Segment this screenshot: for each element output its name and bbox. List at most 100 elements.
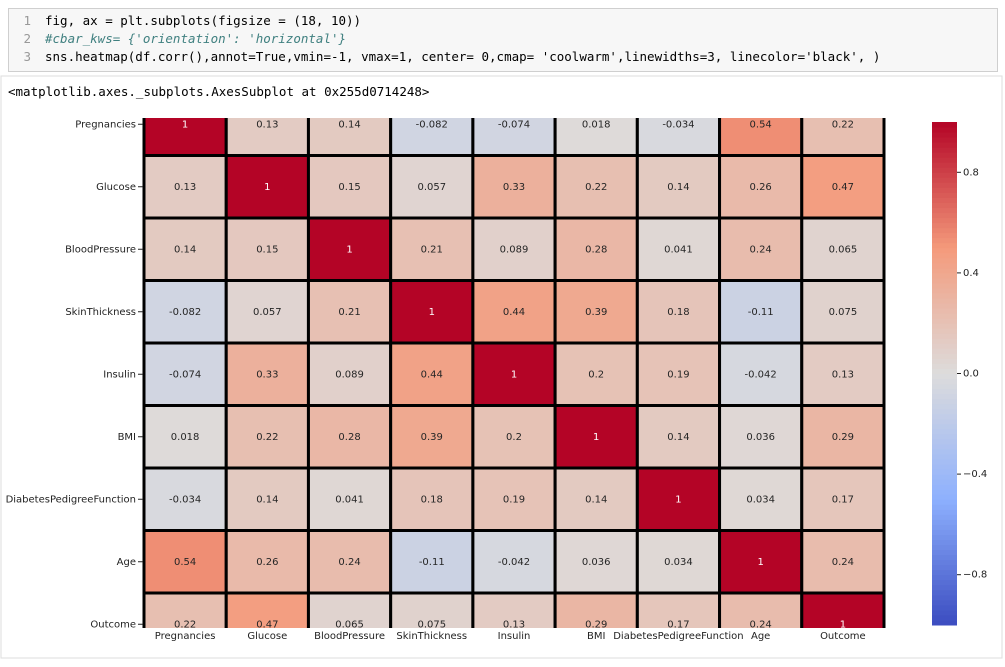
cell-label: -0.042 — [745, 369, 777, 380]
cell — [389, 154, 475, 220]
cell-label: -0.11 — [419, 557, 445, 568]
colorbar-segment — [932, 448, 957, 455]
y-tick-label: Age — [117, 557, 136, 568]
cell — [553, 154, 639, 220]
y-tick-label: SkinThickness — [65, 307, 136, 318]
colorbar-segment — [932, 182, 957, 188]
cell — [635, 279, 722, 345]
colorbar-segment — [932, 267, 957, 274]
colorbar-segment — [932, 147, 957, 153]
cell — [142, 154, 228, 220]
cell — [389, 466, 475, 532]
colorbar-segment — [932, 368, 957, 374]
cell-label: 0.22 — [256, 432, 278, 443]
cell-label: 1 — [264, 182, 270, 193]
cell — [471, 341, 557, 407]
cell-label: 0.54 — [750, 119, 772, 130]
colorbar-segment — [932, 363, 957, 369]
y-tick-label: DiabetesPedigreeFunction — [6, 494, 136, 505]
code-cell[interactable]: 1 2 3 fig, ax = plt.subplots(figsize = (… — [8, 8, 998, 72]
colorbar-segment — [932, 217, 957, 224]
x-tick-label: Pregnancies — [155, 631, 216, 642]
colorbar-segment — [932, 393, 957, 400]
cell — [224, 404, 310, 470]
cell-label: 0.28 — [585, 244, 607, 255]
colorbar-segment — [932, 157, 957, 163]
colorbar-segment — [932, 373, 957, 380]
cell-label: 0.18 — [421, 494, 443, 505]
cell — [800, 404, 886, 470]
colorbar-segment — [932, 403, 957, 410]
colorbar-segment — [932, 187, 957, 193]
cell-label: 0.15 — [338, 182, 360, 193]
colorbar-segment — [932, 504, 957, 510]
cell — [142, 279, 228, 345]
colorbar-segment — [932, 177, 957, 183]
cell — [635, 529, 722, 595]
cell — [142, 216, 228, 282]
cell-label: 0.33 — [503, 182, 525, 193]
colorbar-tick-label: −0.4 — [963, 469, 987, 480]
colorbar-segment — [932, 242, 957, 249]
cell-label: 0.036 — [746, 432, 775, 443]
colorbar-segment — [932, 474, 957, 480]
cell-label: 0.24 — [750, 244, 772, 255]
x-tick-label: BMI — [587, 631, 605, 642]
x-tick-label: SkinThickness — [396, 631, 467, 642]
colorbar-segment — [932, 594, 957, 601]
cell-label: 0.13 — [256, 119, 278, 130]
cell-label: 0.089 — [500, 244, 529, 255]
cell — [142, 591, 228, 628]
cell-label: 0.14 — [338, 119, 360, 130]
colorbar-segment — [932, 358, 957, 364]
colorbar-segment — [932, 614, 957, 621]
cell — [718, 529, 804, 595]
cell-label: 0.14 — [585, 494, 607, 505]
colorbar-segment — [932, 604, 957, 611]
output-text: <matplotlib.axes._subplots.AxesSubplot a… — [8, 84, 430, 99]
colorbar-segment — [932, 609, 957, 616]
x-tick-label: Insulin — [498, 631, 531, 642]
y-tick-label: BMI — [118, 432, 136, 443]
cell-label: 0.22 — [585, 182, 607, 193]
colorbar-segment — [932, 207, 957, 214]
cell — [800, 118, 886, 157]
cell-label: -0.074 — [169, 369, 201, 380]
cell-label: 0.29 — [832, 432, 854, 443]
colorbar-segment — [932, 262, 957, 269]
cell-label: 0.13 — [174, 182, 196, 193]
colorbar-segment — [932, 554, 957, 561]
y-tick-label: Outcome — [90, 619, 136, 630]
cell-label: 0.19 — [503, 494, 525, 505]
colorbar-segment — [932, 202, 957, 209]
colorbar-segment — [932, 423, 957, 430]
cell-label: 0.065 — [829, 244, 858, 255]
colorbar-segment — [932, 348, 957, 354]
colorbar-segment — [932, 383, 957, 390]
cell-label: 1 — [675, 494, 681, 505]
cell — [800, 341, 886, 407]
cell — [471, 216, 557, 282]
cell-label: 1 — [429, 307, 435, 318]
cell — [306, 591, 393, 628]
cell-label: 0.036 — [582, 557, 611, 568]
colorbar-segment — [932, 277, 957, 284]
cell — [635, 466, 722, 532]
colorbar-segment — [932, 252, 957, 259]
colorbar-segment — [932, 257, 957, 264]
colorbar-segment — [932, 413, 957, 420]
y-tick-label: Pregnancies — [75, 119, 136, 130]
cell-label: 0.26 — [256, 557, 278, 568]
colorbar-segment — [932, 509, 957, 515]
colorbar-segment — [932, 137, 957, 143]
colorbar-tick-label: 0.4 — [963, 268, 979, 279]
colorbar-segment — [932, 303, 957, 309]
cell-label: 0.15 — [256, 244, 278, 255]
colorbar-segment — [932, 162, 957, 168]
colorbar-segment — [932, 192, 957, 198]
colorbar-segment — [932, 323, 957, 329]
cell-label: -0.042 — [498, 557, 530, 568]
cell — [553, 591, 639, 628]
cell-label: 0.21 — [421, 244, 443, 255]
